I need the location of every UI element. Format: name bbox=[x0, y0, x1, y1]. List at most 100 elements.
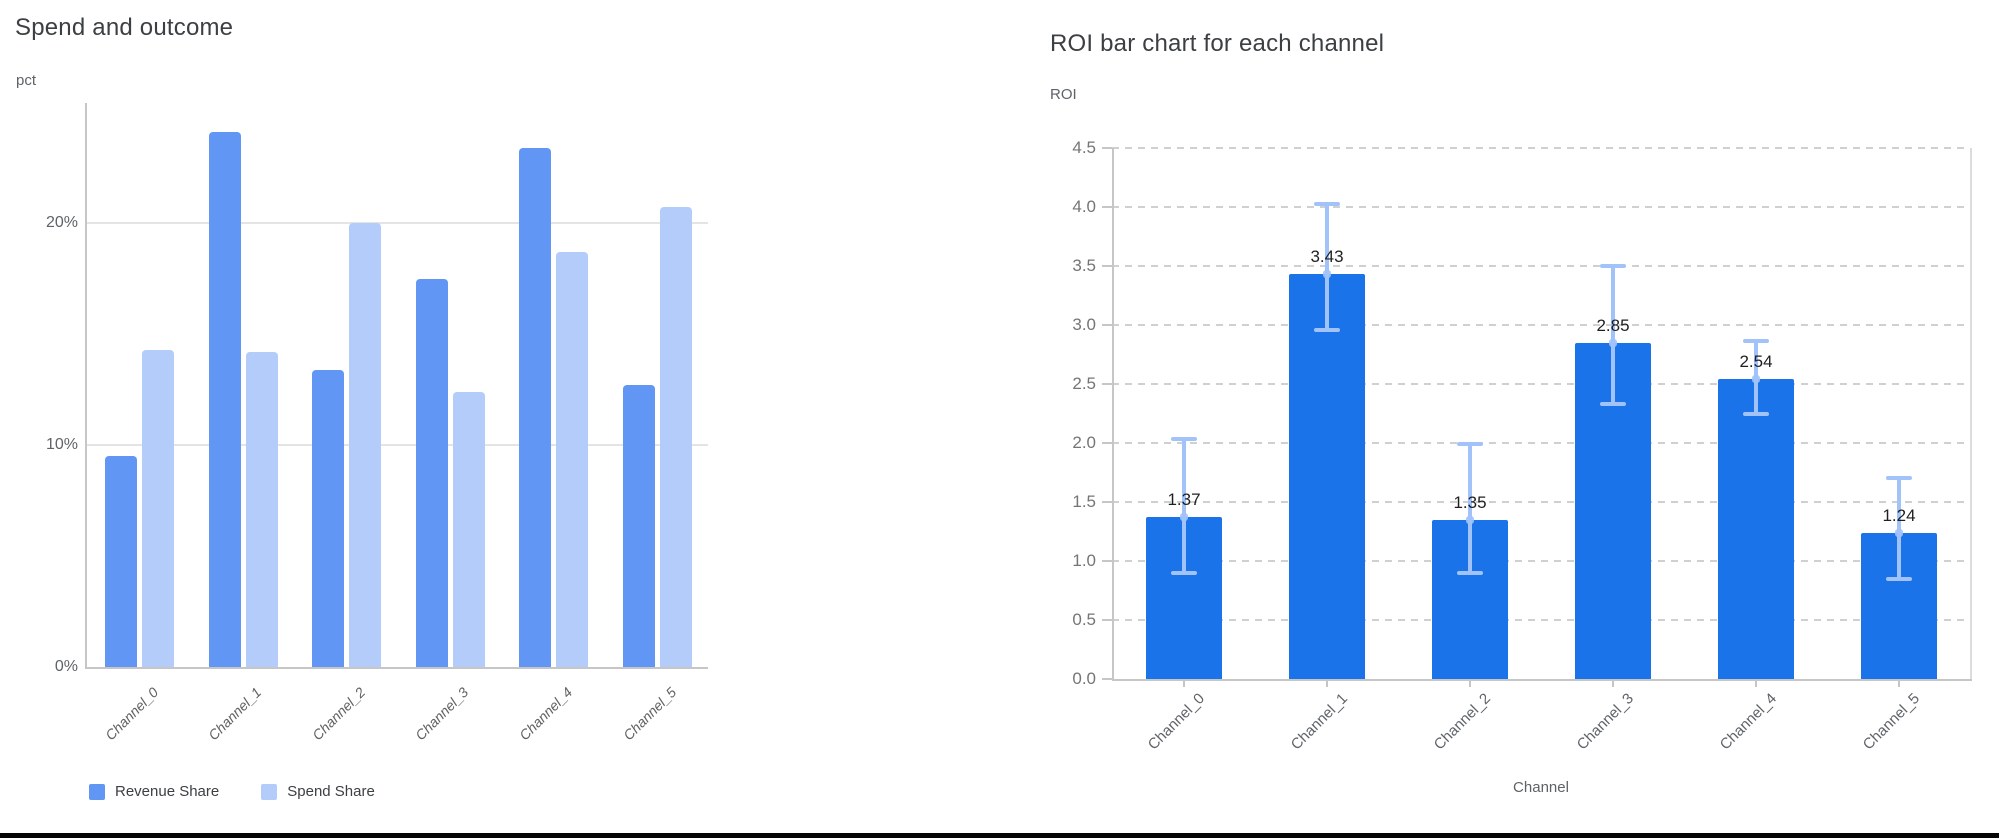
roi-gridline-0.5 bbox=[1112, 619, 1970, 621]
roi-value-label-channel-1: 3.43 bbox=[1310, 247, 1344, 267]
bar-spend-share-channel-1[interactable] bbox=[245, 351, 278, 667]
roi-x-tick-mark-channel-2 bbox=[1469, 679, 1471, 687]
roi-y-tick-mark-2.5 bbox=[1102, 383, 1112, 385]
bar-revenue-share-channel-1[interactable] bbox=[208, 131, 241, 667]
error-bar-line-channel-3 bbox=[1611, 264, 1615, 406]
roi-value-label-channel-4: 2.54 bbox=[1739, 352, 1773, 372]
left-x-axis-line bbox=[85, 667, 708, 669]
error-bar-mean-marker-channel-2 bbox=[1466, 515, 1474, 524]
bar-revenue-share-channel-4[interactable] bbox=[519, 147, 552, 667]
error-bar-mean-marker-channel-5 bbox=[1895, 528, 1903, 537]
revenue-share-legend-label: Revenue Share bbox=[115, 783, 220, 800]
left-gridline-20% bbox=[85, 222, 708, 224]
roi-x-tick-mark-channel-0 bbox=[1183, 679, 1185, 687]
roi-y-tick-mark-0.0 bbox=[1102, 678, 1112, 680]
legend-item-revenue-share[interactable]: Revenue Share bbox=[89, 784, 219, 800]
legend-item-spend-share[interactable]: Spend Share bbox=[261, 784, 375, 800]
roi-y-tick-label-2.0: 2.0 bbox=[1072, 433, 1096, 452]
bar-roi-channel-1[interactable] bbox=[1289, 274, 1365, 679]
roi-x-tick-mark-channel-1 bbox=[1326, 679, 1328, 687]
roi-value-label-channel-5: 1.24 bbox=[1882, 505, 1916, 525]
error-bar-line-channel-1 bbox=[1325, 203, 1329, 331]
error-bar-bottom-cap-channel-2 bbox=[1457, 570, 1483, 575]
error-bar-line-channel-2 bbox=[1468, 443, 1472, 574]
roi-y-tick-label-1.5: 1.5 bbox=[1072, 492, 1096, 511]
roi-gridline-1.0 bbox=[1112, 560, 1970, 562]
bar-spend-share-channel-3[interactable] bbox=[452, 391, 485, 667]
roi-x-axis-title: Channel bbox=[1513, 779, 1569, 796]
error-bar-bottom-cap-channel-3 bbox=[1600, 402, 1626, 407]
bar-roi-channel-4[interactable] bbox=[1718, 379, 1794, 679]
error-bar-bottom-cap-channel-5 bbox=[1886, 576, 1912, 581]
error-bar-line-channel-5 bbox=[1897, 477, 1901, 580]
roi-gridline-1.5 bbox=[1112, 501, 1970, 503]
spend-share-legend-label: Spend Share bbox=[287, 783, 375, 800]
error-bar-mean-marker-channel-0 bbox=[1180, 513, 1188, 522]
bar-revenue-share-channel-3[interactable] bbox=[415, 278, 448, 667]
roi-x-tick-mark-channel-3 bbox=[1612, 679, 1614, 687]
roi-gridline-3.5 bbox=[1112, 265, 1970, 267]
roi-gridline-2.5 bbox=[1112, 383, 1970, 385]
error-bar-mean-marker-channel-3 bbox=[1609, 338, 1617, 347]
left-gridline-10% bbox=[85, 444, 708, 446]
roi-gridline-4.0 bbox=[1112, 206, 1970, 208]
left-y-tick-label-0%: 0% bbox=[54, 658, 78, 675]
error-bar-top-cap-channel-4 bbox=[1743, 339, 1769, 344]
roi-y-tick-mark-3.5 bbox=[1102, 265, 1112, 267]
error-bar-top-cap-channel-1 bbox=[1314, 202, 1340, 207]
error-bar-bottom-cap-channel-0 bbox=[1171, 570, 1197, 575]
roi-y-tick-label-0.5: 0.5 bbox=[1072, 610, 1096, 629]
bar-spend-share-channel-2[interactable] bbox=[349, 223, 382, 667]
roi-y-tick-label-3.0: 3.0 bbox=[1072, 315, 1096, 334]
left-y-tick-label-20%: 20% bbox=[45, 214, 78, 231]
bar-revenue-share-channel-0[interactable] bbox=[105, 456, 137, 667]
error-bar-bottom-cap-channel-4 bbox=[1743, 411, 1769, 416]
roi-y-tick-label-4.5: 4.5 bbox=[1072, 138, 1096, 157]
roi-x-tick-mark-channel-5 bbox=[1898, 679, 1900, 687]
error-bar-top-cap-channel-5 bbox=[1886, 476, 1912, 481]
roi-y-axis-label: ROI bbox=[1050, 86, 1077, 103]
roi-plot-right-border bbox=[1970, 148, 1972, 679]
bar-revenue-share-channel-2[interactable] bbox=[312, 369, 345, 667]
roi-y-tick-label-0.0: 0.0 bbox=[1072, 669, 1096, 688]
spend-outcome-y-axis-unit: pct bbox=[16, 72, 37, 89]
left-y-axis-line bbox=[85, 103, 87, 669]
error-bar-top-cap-channel-2 bbox=[1457, 442, 1483, 446]
roi-chart-title: ROI bar chart for each channel bbox=[1050, 30, 1385, 57]
roi-y-tick-mark-2.0 bbox=[1102, 442, 1112, 444]
roi-y-tick-mark-1.5 bbox=[1102, 501, 1112, 503]
roi-value-label-channel-3: 2.85 bbox=[1596, 315, 1630, 335]
roi-y-tick-mark-0.5 bbox=[1102, 619, 1112, 621]
bar-spend-share-channel-4[interactable] bbox=[556, 251, 589, 667]
error-bar-bottom-cap-channel-1 bbox=[1314, 327, 1340, 332]
roi-value-label-channel-2: 1.35 bbox=[1453, 492, 1487, 512]
roi-y-axis-line bbox=[1112, 148, 1114, 681]
roi-y-tick-label-3.5: 3.5 bbox=[1072, 256, 1096, 275]
error-bar-line-channel-0 bbox=[1182, 438, 1186, 574]
roi-y-tick-mark-1.0 bbox=[1102, 560, 1112, 562]
roi-y-tick-label-4.0: 4.0 bbox=[1072, 197, 1096, 216]
spend-outcome-chart-title: Spend and outcome bbox=[15, 14, 234, 41]
bar-spend-share-channel-5[interactable] bbox=[660, 207, 692, 667]
roi-y-tick-mark-3.0 bbox=[1102, 324, 1112, 326]
roi-gridline-3.0 bbox=[1112, 324, 1970, 326]
roi-y-tick-mark-4.5 bbox=[1102, 147, 1112, 149]
bar-revenue-share-channel-5[interactable] bbox=[623, 385, 655, 667]
roi-y-tick-mark-4.0 bbox=[1102, 206, 1112, 208]
roi-gridline-2.0 bbox=[1112, 442, 1970, 444]
left-y-tick-label-10%: 10% bbox=[45, 436, 78, 453]
roi-y-tick-label-1.0: 1.0 bbox=[1072, 551, 1096, 570]
error-bar-mean-marker-channel-4 bbox=[1752, 375, 1760, 384]
error-bar-top-cap-channel-0 bbox=[1171, 437, 1197, 442]
roi-x-axis-line bbox=[1112, 679, 1972, 681]
bottom-border-line bbox=[0, 833, 1999, 838]
roi-gridline-4.5 bbox=[1112, 147, 1970, 149]
bar-spend-share-channel-0[interactable] bbox=[142, 349, 174, 667]
spend-outcome-legend: Revenue Share Spend Share bbox=[89, 784, 375, 800]
error-bar-mean-marker-channel-1 bbox=[1323, 270, 1331, 279]
spend-share-swatch-icon bbox=[261, 784, 278, 800]
roi-value-label-channel-0: 1.37 bbox=[1167, 490, 1201, 510]
